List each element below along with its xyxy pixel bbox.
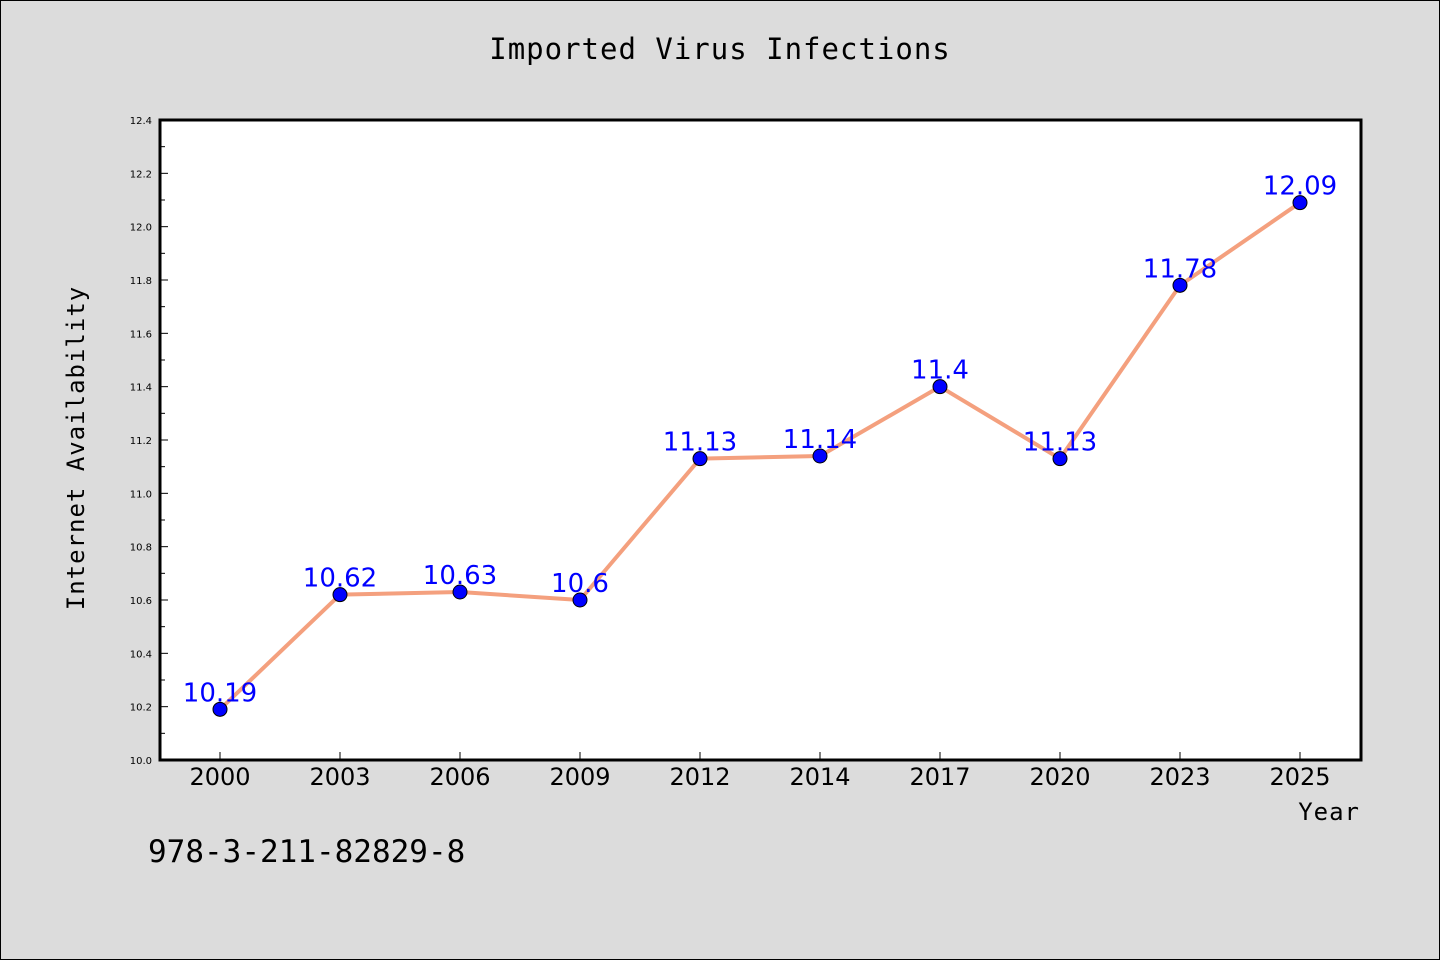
y-axis-label: Internet Availability [62,286,90,610]
y-axis: 10.0 10.2 10.4 10.6 10.8 11.0 11.2 11.4 11.6 11.8… [130,116,168,767]
data-label: 11.13 [1023,428,1097,458]
y-tick-label: 12.0 [130,223,152,234]
chart-title: Imported Virus Infections [489,32,951,66]
data-point [1172,277,1188,293]
y-tick-label: 10.4 [130,649,152,660]
data-point [572,592,588,608]
y-tick-label: 10.8 [130,543,152,554]
y-tick-label: 11.4 [130,383,152,394]
data-point [212,701,228,717]
y-tick-label: 10.6 [130,596,152,607]
data-point [1052,451,1068,467]
x-tick-label: 2014 [789,763,850,791]
data-label: 11.78 [1143,254,1217,284]
y-tick-label: 11.8 [130,276,152,287]
y-tick-label: 12.4 [130,116,152,127]
x-axis-label: Year [1298,798,1360,826]
data-label: 11.4 [911,356,969,386]
x-tick-label: 2003 [309,763,370,791]
data-point [332,587,348,603]
y-tick-label: 11.2 [130,436,152,447]
data-point [932,379,948,395]
x-axis: 2000 2003 2006 2009 2012 2014 2017 2020 2023 2025 [189,752,1331,791]
plot-area [158,118,1363,762]
data-label: 10.6 [551,569,609,599]
data-label: 10.62 [303,564,377,594]
series-group: 10.19 10.62 10.63 10.6 11.13 11.14 11.4 11.13 11… [183,172,1337,717]
footer-code: 978-3-211-82829-8 [148,834,466,870]
data-label: 12.09 [1263,172,1337,202]
x-tick-label: 2012 [669,763,730,791]
data-point [692,451,708,467]
x-tick-label: 2009 [549,763,610,791]
y-tick-label: 11.0 [130,489,152,500]
y-tick-label: 12.2 [130,169,152,180]
y-tick-label: 11.6 [130,329,152,340]
y-tick-label: 10.2 [130,703,152,714]
data-label: 11.13 [663,428,737,458]
x-tick-label: 2020 [1029,763,1090,791]
series-line [218,201,1302,711]
data-point [1292,195,1308,211]
data-label: 10.63 [423,561,497,591]
data-label: 11.14 [783,425,857,455]
x-tick-label: 2023 [1149,763,1210,791]
y-tick-label: 10.0 [130,756,152,767]
x-tick-label: 2025 [1269,763,1330,791]
data-label: 10.19 [183,678,257,708]
x-tick-label: 2017 [909,763,970,791]
data-point [812,448,828,464]
x-tick-label: 2006 [429,763,490,791]
x-tick-label: 2000 [189,763,250,791]
data-point [452,584,468,600]
